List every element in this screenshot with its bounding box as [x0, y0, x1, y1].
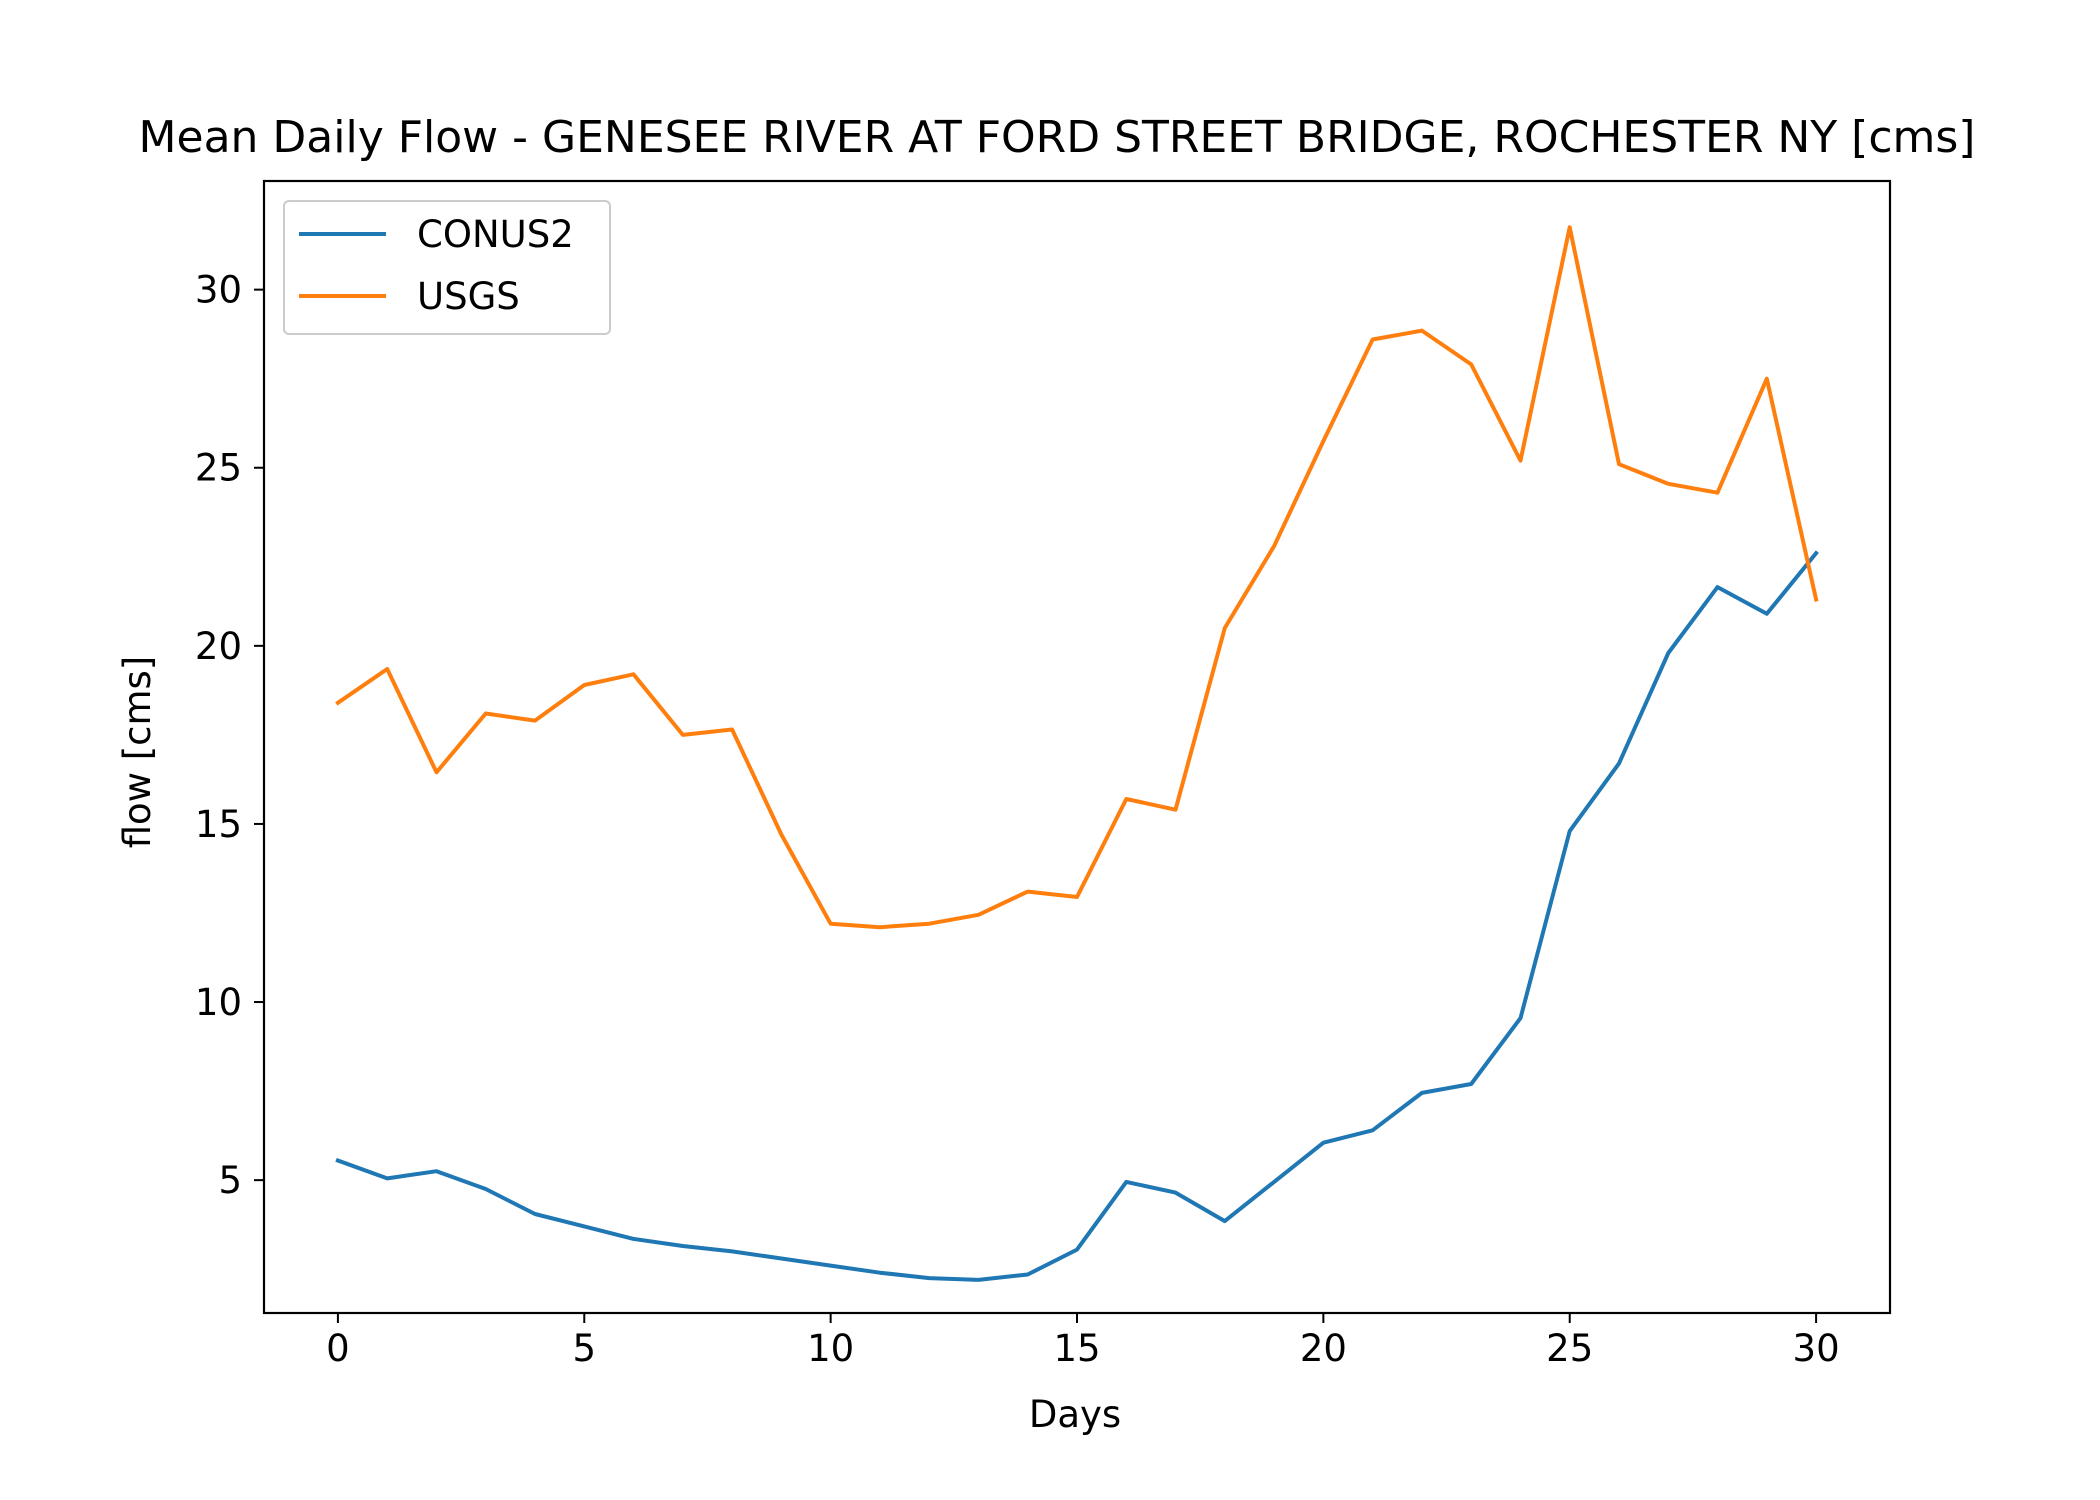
legend-label-usgs: USGS [417, 275, 520, 318]
plot-area: 0 5 10 15 20 25 30 5 10 15 20 25 30 [195, 179, 1892, 1370]
series-line-usgs [335, 225, 1819, 930]
plot-frame [262, 179, 1892, 1315]
chart-title: Mean Daily Flow - GENESEE RIVER AT FORD … [139, 112, 1976, 163]
x-tick-label: 10 [807, 1327, 854, 1370]
x-tick-label: 25 [1546, 1327, 1593, 1370]
y-tick-label: 10 [195, 981, 242, 1024]
legend: CONUS2 USGS [283, 200, 611, 335]
legend-label-conus2: CONUS2 [417, 213, 574, 256]
y-tick-label: 5 [218, 1159, 242, 1202]
x-tick-label: 0 [326, 1327, 350, 1370]
x-tick-label: 30 [1793, 1327, 1840, 1370]
series-line-conus2 [335, 550, 1819, 1282]
x-tick-label: 15 [1053, 1327, 1100, 1370]
y-axis-label: flow [cms] [116, 656, 159, 849]
y-tick-label: 25 [195, 447, 242, 490]
x-tick-label: 20 [1300, 1327, 1347, 1370]
y-tick-label: 20 [195, 625, 242, 668]
y-tick-label: 30 [195, 269, 242, 312]
y-tick-label: 15 [195, 803, 242, 846]
x-axis-label: Days [1029, 1393, 1121, 1436]
x-tick-label: 5 [572, 1327, 596, 1370]
